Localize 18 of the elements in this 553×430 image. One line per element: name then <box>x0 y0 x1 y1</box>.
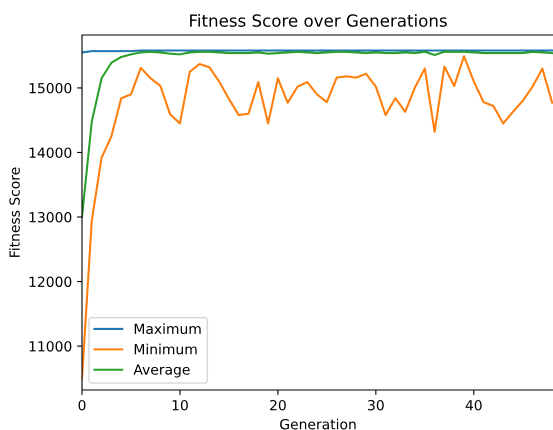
line-series <box>82 55 553 380</box>
y-axis-title: Fitness Score <box>9 168 20 257</box>
y-tick-label: 14000 <box>30 147 72 158</box>
x-tick-label: 20 <box>270 400 286 410</box>
x-tick-label: 30 <box>368 400 384 410</box>
x-tick-label: 0 <box>78 400 86 410</box>
y-tick-label: 12000 <box>30 276 72 288</box>
y-tick-label: 11000 <box>30 341 72 352</box>
legend-label: Maximum <box>134 323 201 334</box>
legend-label: Average <box>133 364 190 378</box>
x-axis-title: Generation <box>280 418 356 430</box>
y-tick-label: 13000 <box>30 212 72 222</box>
legend-label: Minimum <box>134 344 197 354</box>
y-tick-label: 15000 <box>30 82 72 94</box>
chart-title: Fitness Score over Generations <box>190 14 447 27</box>
line-series <box>82 50 553 218</box>
x-tick-label: 10 <box>172 400 188 410</box>
x-tick-label: 40 <box>466 400 482 410</box>
